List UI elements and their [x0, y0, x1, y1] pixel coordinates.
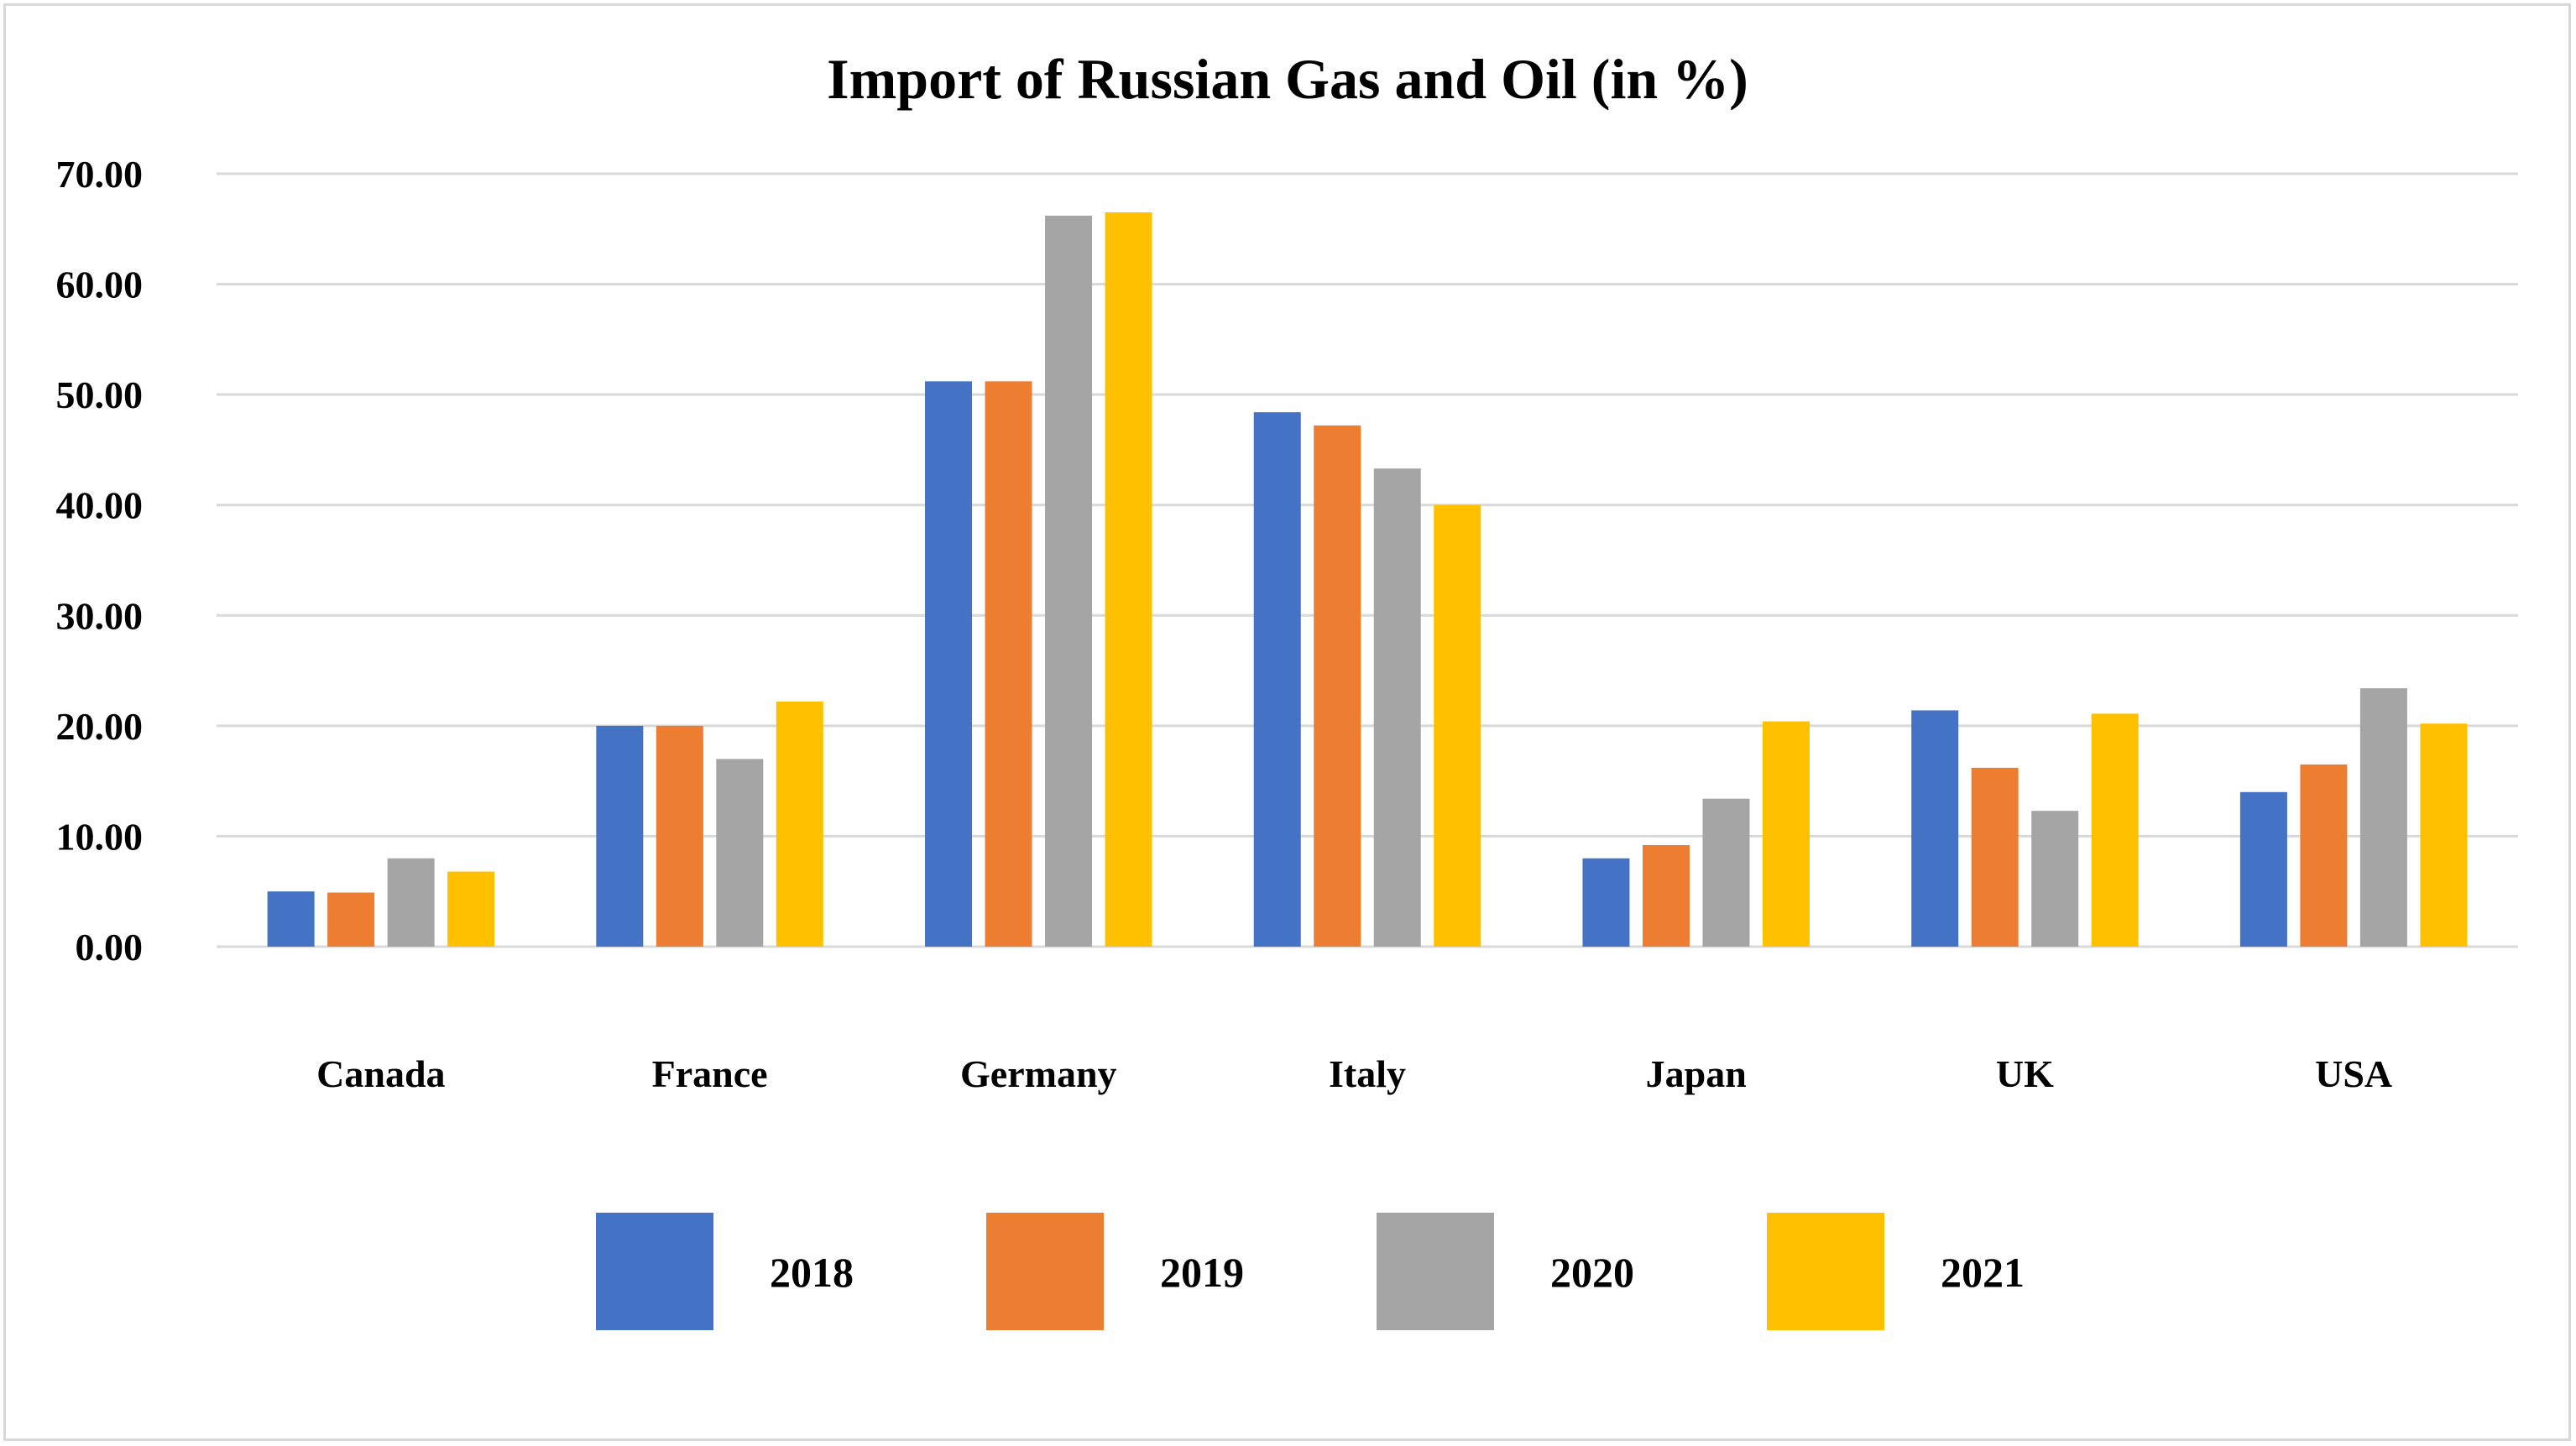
bar-canada-2019	[327, 892, 375, 947]
x-tick-label: USA	[2315, 1052, 2392, 1095]
bar-canada-2021	[447, 871, 495, 947]
bar-uk-2020	[2031, 811, 2079, 947]
y-axis-ticks: 0.00 10.00 20.00 30.00 40.00 50.00 60.00 70.00	[56, 153, 144, 968]
bar-usa-2020	[2359, 688, 2407, 947]
bar-italy-2021	[1434, 504, 1481, 947]
legend-label: 2018	[770, 1249, 854, 1296]
y-tick-label: 40.00	[56, 484, 144, 527]
x-tick-label: Canada	[316, 1052, 445, 1095]
bar-japan-2021	[1762, 721, 1810, 947]
legend-label: 2020	[1550, 1249, 1634, 1296]
legend-swatch	[596, 1213, 713, 1330]
bar-japan-2018	[1582, 858, 1630, 947]
legend-swatch	[1767, 1213, 1884, 1330]
y-tick-label: 70.00	[56, 153, 144, 196]
bar-france-2020	[716, 759, 764, 947]
bar-france-2021	[776, 701, 823, 947]
bar-uk-2019	[1971, 767, 2019, 947]
bar-france-2019	[656, 725, 703, 947]
bar-usa-2018	[2239, 791, 2287, 947]
legend-label: 2019	[1160, 1249, 1244, 1296]
y-tick-label: 10.00	[56, 815, 144, 858]
legend: 2018 2019 2020 2021	[596, 1213, 2025, 1330]
gridlines	[217, 172, 2518, 948]
x-tick-label: Italy	[1329, 1052, 1406, 1095]
x-axis-ticks: Canada France Germany Italy Japan UK USA	[316, 1052, 2392, 1095]
y-tick-label: 0.00	[76, 926, 144, 968]
y-tick-label: 30.00	[56, 594, 144, 637]
x-tick-label: UK	[1996, 1052, 2054, 1095]
bar-japan-2020	[1702, 798, 1750, 947]
x-tick-label: Japan	[1646, 1052, 1747, 1095]
bar-italy-2018	[1253, 412, 1301, 947]
bar-france-2018	[596, 725, 644, 947]
legend-swatch	[986, 1213, 1104, 1330]
bar-canada-2018	[267, 891, 315, 947]
legend-label: 2021	[1941, 1249, 2025, 1296]
y-tick-label: 60.00	[56, 264, 144, 306]
chart-title: Import of Russian Gas and Oil (in %)	[827, 47, 1748, 111]
y-tick-label: 50.00	[56, 373, 144, 416]
bar-italy-2019	[1314, 425, 1361, 947]
bar-usa-2019	[2300, 764, 2348, 947]
legend-swatch	[1377, 1213, 1494, 1330]
bar-uk-2021	[2091, 713, 2139, 947]
bar-germany-2018	[925, 381, 973, 947]
bar-germany-2019	[985, 381, 1032, 947]
x-tick-label: France	[652, 1052, 768, 1095]
bar-canada-2020	[387, 858, 435, 947]
x-tick-label: Germany	[960, 1052, 1117, 1095]
bar-uk-2018	[1911, 710, 1959, 947]
bar-japan-2019	[1642, 844, 1690, 947]
bar-germany-2021	[1105, 212, 1152, 947]
bars	[267, 212, 2468, 947]
y-tick-label: 20.00	[56, 705, 144, 748]
bar-italy-2020	[1373, 468, 1421, 947]
bar-usa-2021	[2420, 723, 2468, 947]
bar-germany-2020	[1045, 215, 1093, 947]
